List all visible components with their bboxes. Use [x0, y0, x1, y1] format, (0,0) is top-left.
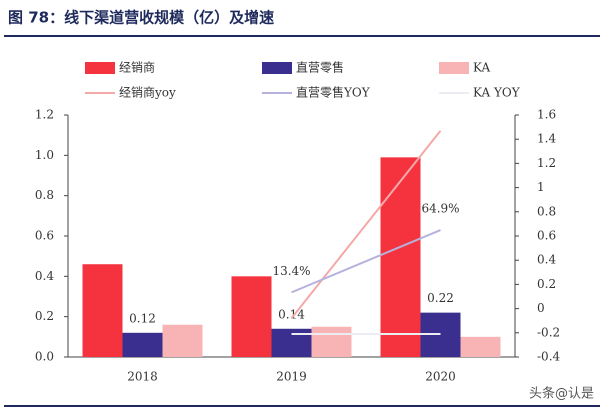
- y2-tick-label: 1.6: [537, 108, 556, 122]
- y2-tick-label: 0.6: [537, 229, 556, 243]
- line-label: 13.4%: [272, 264, 310, 278]
- legend-swatch: [439, 62, 469, 74]
- bar-label: 0.14: [278, 307, 305, 321]
- y-tick-label: 0.4: [35, 269, 54, 283]
- legend-label: KA YOY: [473, 86, 521, 100]
- bar-label: 0.22: [427, 291, 454, 305]
- line-label: 64.9%: [421, 202, 459, 216]
- bar: [122, 332, 163, 357]
- y-tick-label: 0.6: [35, 229, 54, 243]
- y-tick-label: 1.2: [35, 108, 54, 122]
- bar: [380, 157, 421, 357]
- y2-tick-label: 1.4: [537, 132, 556, 146]
- bar: [271, 328, 312, 357]
- legend-label: 直营零售: [296, 60, 344, 75]
- y2-tick-label: 1: [537, 180, 545, 194]
- y-tick-label: 1.0: [35, 148, 54, 162]
- y2-tick-label: 0: [537, 301, 545, 315]
- y2-tick-label: 0.8: [537, 204, 556, 218]
- legend-label: KA: [473, 61, 490, 75]
- x-tick-label: 2020: [425, 370, 456, 384]
- y-tick-label: 0.2: [35, 309, 54, 323]
- y2-tick-label: -0.2: [537, 325, 560, 339]
- bar: [231, 276, 272, 357]
- y-tick-label: 0.8: [35, 188, 54, 202]
- x-tick-label: 2018: [127, 370, 158, 384]
- watermark: 头条@认是: [529, 386, 594, 402]
- bar: [460, 336, 501, 357]
- legend-label: 直营零售YOY: [296, 85, 371, 100]
- bar: [82, 264, 123, 357]
- legend-swatch: [262, 62, 292, 74]
- x-tick-label: 2019: [276, 370, 307, 384]
- legend-swatch: [85, 62, 115, 74]
- legend-label: 经销商yoy: [119, 85, 176, 100]
- y-tick-label: 0.0: [35, 350, 54, 364]
- y2-tick-label: 0.2: [537, 277, 556, 291]
- bar: [311, 326, 352, 357]
- chart-title: 图 78：线下渠道营收规模（亿）及增速: [8, 9, 274, 27]
- line: [291, 229, 441, 294]
- y2-tick-label: 1.2: [537, 156, 556, 170]
- bar-label: 0.12: [129, 311, 156, 325]
- line: [290, 130, 442, 319]
- bar: [162, 324, 203, 357]
- y2-tick-label: -0.4: [537, 350, 561, 364]
- y2-tick-label: 0.4: [537, 253, 556, 267]
- legend-label: 经销商: [119, 60, 155, 75]
